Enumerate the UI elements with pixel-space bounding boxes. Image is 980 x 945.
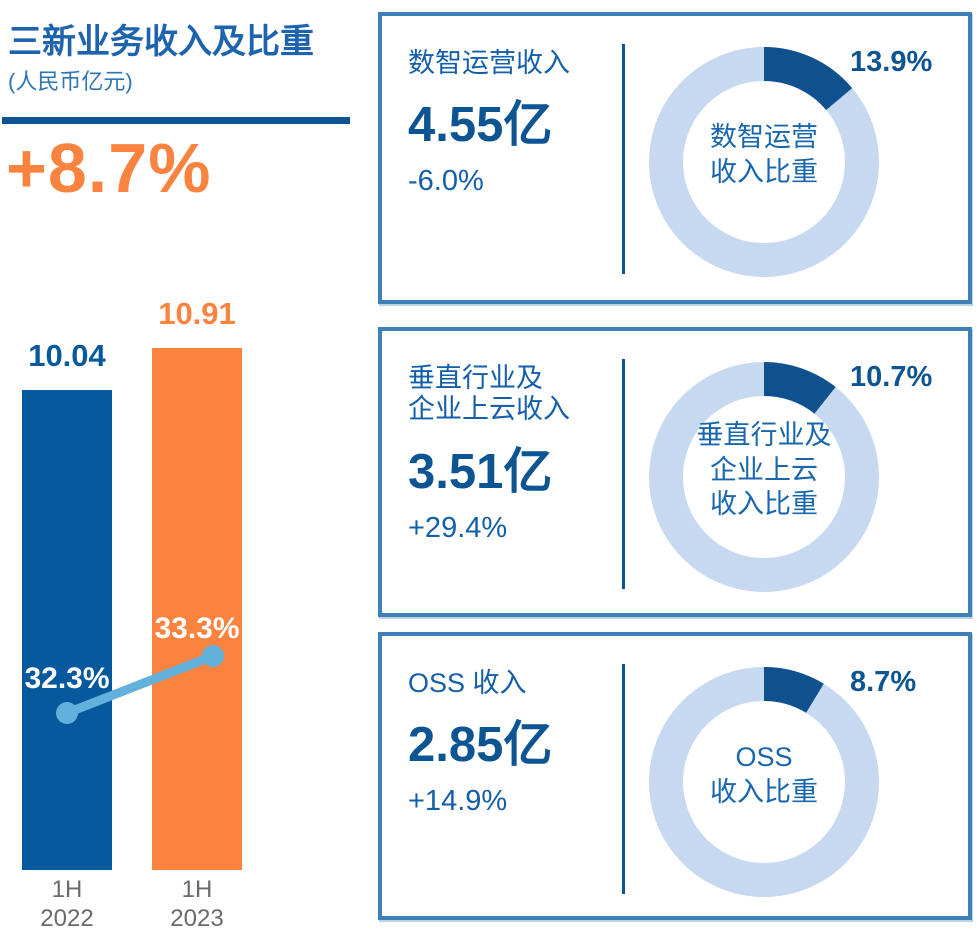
axis-label-1h2022: 1H 2022 (40, 876, 94, 932)
card-title: 垂直行业及 企业上云收入 (408, 363, 570, 425)
revenue-card-digital-operation: 数智运营收入 4.55亿 -6.0% 数智运营 收入比重 13.9% (378, 12, 972, 304)
donut-center-label: 数智运营 收入比重 (710, 122, 818, 187)
donut-chart: 垂直行业及 企业上云 收入比重 (644, 357, 884, 597)
revenue-card-oss: OSS 收入 2.85亿 +14.9% OSS 收入比重 8.7% (378, 632, 972, 920)
donut-chart: OSS 收入比重 (644, 662, 884, 902)
unit-label: (人民币亿元) (8, 69, 133, 94)
donut-center-label: OSS 收入比重 (710, 742, 818, 807)
donut-svg (649, 47, 879, 277)
donut-pct-label: 10.7% (850, 361, 933, 393)
revenue-card-vertical-cloud: 垂直行业及 企业上云收入 3.51亿 +29.4% 垂直行业及 企业上云 收入比… (378, 327, 972, 617)
donut-svg (649, 667, 879, 897)
growth-label: +8.7% (6, 129, 212, 207)
donut-segment (649, 47, 879, 277)
card-text-block: 数智运营收入 4.55亿 -6.0% (408, 48, 623, 198)
bar-1h2023 (152, 348, 242, 870)
donut-svg (649, 362, 879, 592)
revenue-change: -6.0% (408, 165, 484, 198)
revenue-change: +14.9% (408, 785, 508, 818)
donut-segment (649, 667, 879, 897)
revenue-value: 4.55亿 (408, 98, 553, 153)
bar-chart-panel: 三新业务收入及比重 (人民币亿元) +8.7% 10.04 10.91 32.3… (0, 0, 370, 945)
donut-segment (649, 362, 879, 592)
axis-label-1h2023: 1H 2023 (170, 876, 224, 932)
donut-chart: 数智运营 收入比重 (644, 42, 884, 282)
title-underline (2, 117, 350, 124)
card-divider (622, 664, 625, 894)
card-divider (622, 359, 625, 589)
page-title: 三新业务收入及比重 (8, 23, 314, 61)
revenue-change: +29.4% (408, 511, 508, 544)
card-divider (622, 44, 625, 274)
donut-center-label: 垂直行业及 企业上云 收入比重 (696, 420, 832, 520)
donut-pct-label: 8.7% (850, 666, 917, 698)
card-text-block: 垂直行业及 企业上云收入 3.51亿 +29.4% (408, 363, 623, 545)
revenue-value: 3.51亿 (408, 444, 553, 499)
revenue-value: 2.85亿 (408, 718, 553, 773)
bar-value-label: 10.91 (158, 296, 236, 331)
bar-pct-label: 32.3% (24, 662, 110, 695)
bar-value-label: 10.04 (28, 338, 106, 373)
donut-pct-label: 13.9% (850, 46, 933, 78)
card-text-block: OSS 收入 2.85亿 +14.9% (408, 668, 623, 818)
card-title: 数智运营收入 (408, 48, 570, 78)
bar-pct-label: 33.3% (154, 612, 240, 645)
bar-1h2022 (22, 390, 112, 870)
card-title: OSS 收入 (408, 668, 527, 698)
